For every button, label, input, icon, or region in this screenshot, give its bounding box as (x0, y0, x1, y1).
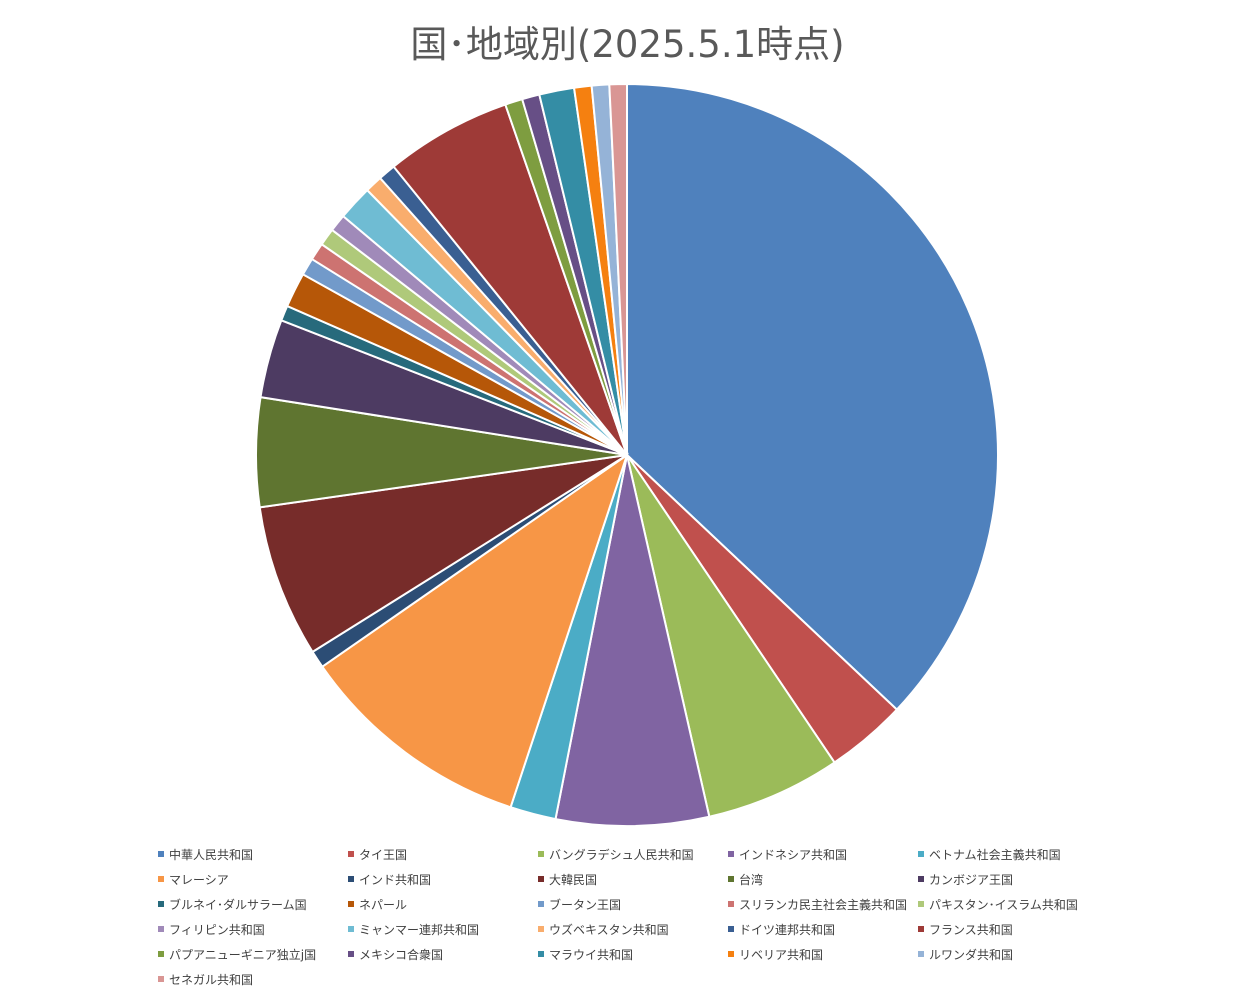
legend-label: カンボジア王国 (929, 872, 1014, 887)
legend-item: 大韓民国 (538, 871, 597, 887)
legend-item: 中華人民共和国 (158, 846, 253, 862)
legend-item: パキスタン･イスラム共和国 (918, 896, 1078, 912)
legend-swatch (348, 851, 354, 857)
legend-swatch (918, 951, 924, 957)
legend-swatch (348, 926, 354, 932)
legend-swatch (538, 926, 544, 932)
legend-swatch (538, 951, 544, 957)
legend-item: セネガル共和国 (158, 971, 253, 987)
legend-item: 台湾 (728, 871, 763, 887)
legend-item: フランス共和国 (918, 921, 1013, 937)
legend-swatch (918, 851, 924, 857)
legend-swatch (158, 901, 164, 907)
legend-label: インド共和国 (359, 872, 432, 887)
legend-swatch (348, 876, 354, 882)
legend-label: 台湾 (739, 872, 764, 887)
legend-item: ミャンマー連邦共和国 (348, 921, 479, 937)
legend-item: ブータン王国 (538, 896, 621, 912)
legend-swatch (158, 976, 164, 982)
legend-label: メキシコ合衆国 (359, 947, 444, 962)
legend-label: パプアニューギニア独立j国 (169, 947, 317, 962)
legend-label: パキスタン･イスラム共和国 (929, 897, 1078, 912)
legend-label: インドネシア共和国 (739, 847, 848, 862)
pie-slice (626, 454, 836, 818)
pie-slice (626, 82, 999, 712)
legend-swatch (728, 851, 734, 857)
legend-label: リベリア共和国 (739, 947, 824, 962)
legend-label: ベトナム社会主義共和国 (929, 847, 1061, 862)
legend-label: スリランカ民主社会主義共和国 (739, 897, 908, 912)
legend-swatch (348, 901, 354, 907)
legend-item: インドネシア共和国 (728, 846, 847, 862)
legend-swatch (728, 876, 734, 882)
legend-label: バングラデシュ人民共和国 (549, 847, 694, 862)
legend-label: フランス共和国 (929, 922, 1013, 937)
legend-swatch (158, 876, 164, 882)
pie-slice (258, 454, 628, 654)
pie-slice (320, 452, 629, 809)
legend-item: インド共和国 (348, 871, 431, 887)
legend-item: バングラデシュ人民共和国 (538, 846, 694, 862)
legend-swatch (918, 876, 924, 882)
legend-item: ルワンダ共和国 (918, 946, 1013, 962)
legend-swatch (728, 951, 734, 957)
legend-item: マラウイ共和国 (538, 946, 633, 962)
legend-item: メキシコ合衆国 (348, 946, 443, 962)
legend-item: ウズベキスタン共和国 (538, 921, 669, 937)
legend-label: ミャンマー連邦共和国 (359, 922, 480, 937)
legend-swatch (728, 901, 734, 907)
legend-item: タイ王国 (348, 846, 407, 862)
legend-item: フィリピン共和国 (158, 921, 265, 937)
legend-item: ベトナム社会主義共和国 (918, 846, 1061, 862)
legend-label: ブータン王国 (549, 897, 622, 912)
legend-swatch (538, 876, 544, 882)
legend-item: パプアニューギニア独立j国 (158, 946, 316, 962)
legend-label: 中華人民共和国 (169, 847, 254, 862)
legend-label: タイ王国 (359, 847, 408, 862)
pie-slice (608, 82, 628, 456)
legend-item: ネパール (348, 896, 407, 912)
legend-label: ネパール (359, 897, 408, 912)
pie-slice (554, 454, 711, 827)
legend-item: マレーシア (158, 871, 229, 887)
legend-label: ウズベキスタン共和国 (549, 922, 669, 937)
legend-label: ブルネイ･ダルサラーム国 (169, 897, 307, 912)
legend-swatch (918, 901, 924, 907)
legend-swatch (158, 851, 164, 857)
legend-item: カンボジア王国 (918, 871, 1013, 887)
legend-item: リベリア共和国 (728, 946, 823, 962)
legend-swatch (918, 926, 924, 932)
legend-swatch (158, 926, 164, 932)
legend-swatch (538, 901, 544, 907)
chart-title: 国･地域別(2025.5.1時点) (410, 23, 845, 66)
legend-label: フィリピン共和国 (169, 922, 265, 937)
legend-swatch (538, 851, 544, 857)
legend-item: スリランカ民主社会主義共和国 (728, 896, 907, 912)
legend-swatch (348, 951, 354, 957)
legend-item: ドイツ連邦共和国 (728, 921, 835, 937)
legend-swatch (158, 951, 164, 957)
legend-label: 大韓民国 (549, 872, 598, 887)
legend-label: ルワンダ共和国 (929, 947, 1014, 962)
legend-label: マレーシア (169, 872, 229, 887)
legend-item: ブルネイ･ダルサラーム国 (158, 896, 307, 912)
legend-swatch (728, 926, 734, 932)
legend-label: セネガル共和国 (169, 972, 254, 987)
legend-label: マラウイ共和国 (549, 947, 634, 962)
legend-label: ドイツ連邦共和国 (739, 922, 836, 937)
